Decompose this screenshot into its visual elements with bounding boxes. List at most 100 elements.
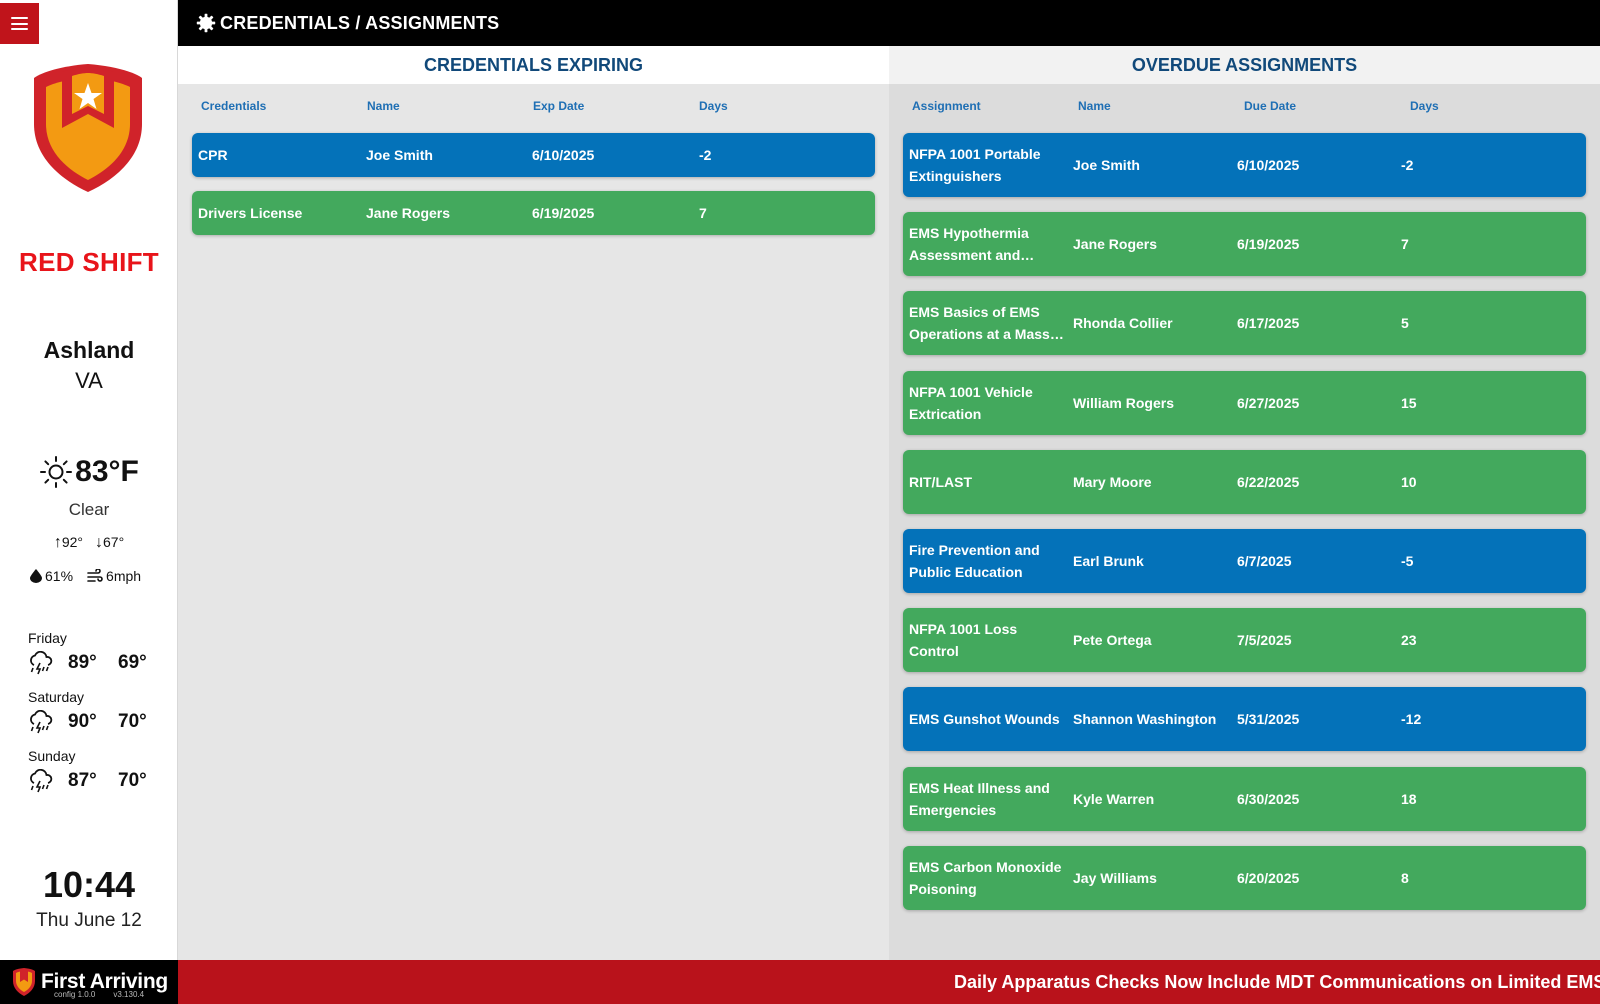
column-header: Days — [1410, 99, 1439, 113]
days-value: 10 — [1401, 473, 1417, 490]
due-date: 6/7/2025 — [1237, 553, 1292, 569]
forecast-day: Friday 89° 69° — [28, 630, 178, 675]
thunderstorm-icon — [30, 769, 53, 793]
assignment-row[interactable]: RIT/LAST Mary Moore 6/22/2025 10 — [903, 449, 1586, 514]
menu-button[interactable] — [0, 3, 39, 44]
droplet-icon — [30, 569, 42, 583]
forecast-high: 90° — [68, 711, 97, 732]
expiration-date: 6/10/2025 — [532, 147, 595, 163]
assignments-panel: OVERDUE ASSIGNMENTS Assignment Name Due … — [889, 46, 1600, 960]
due-date: 6/19/2025 — [1237, 236, 1300, 253]
due-date: 6/27/2025 — [1237, 394, 1300, 411]
days-value: -2 — [699, 147, 712, 163]
assignment-name: EMS Basics of EMS Operations at a Mass… — [909, 304, 1064, 343]
credentials-title: CREDENTIALS EXPIRING — [178, 46, 889, 84]
days-value: 7 — [1401, 236, 1409, 253]
credential-row[interactable]: Drivers License Jane Rogers 6/19/2025 7 — [192, 191, 875, 235]
humidity-wind: 61% 6mph — [30, 568, 170, 584]
days-value: -5 — [1401, 553, 1414, 569]
sun-icon — [40, 456, 73, 488]
credential-row[interactable]: CPR Joe Smith 6/10/2025 -2 — [192, 133, 875, 177]
forecast-day: Sunday 87° 70° — [28, 748, 178, 793]
person-name: Shannon Washington — [1073, 711, 1217, 728]
assignment-row[interactable]: EMS Gunshot Wounds Shannon Washington 5/31… — [903, 687, 1586, 752]
column-header: Name — [1078, 99, 1111, 113]
news-ticker-bar: Daily Apparatus Checks Now Include MDT C… — [0, 960, 1600, 1004]
top-bar: CREDENTIALS / ASSIGNMENTS — [178, 0, 1600, 46]
days-value: 18 — [1401, 790, 1417, 807]
forecast-high: 87° — [68, 770, 97, 791]
assignment-row[interactable]: NFPA 1001 Portable Extinguishers Joe Smit… — [903, 133, 1586, 197]
assignment-name: NFPA 1001 Portable Extinguishers — [909, 146, 1041, 184]
column-header: Assignment — [912, 99, 981, 113]
days-value: 8 — [1401, 869, 1409, 886]
assignment-name: EMS Carbon Monoxide Poisoning — [909, 858, 1062, 897]
due-date: 6/22/2025 — [1237, 473, 1300, 490]
shift-name: RED SHIFT — [19, 247, 159, 277]
hamburger-icon — [11, 17, 28, 30]
wind-icon — [87, 569, 103, 582]
days-value: 23 — [1401, 632, 1417, 649]
person-name: Kyle Warren — [1073, 790, 1155, 807]
due-date: 6/17/2025 — [1237, 315, 1300, 332]
clock-date: Thu June 12 — [36, 910, 142, 931]
low-temp: 67° — [103, 534, 125, 550]
forecast-day: Saturday 90° 70° — [28, 689, 178, 734]
assignment-row[interactable]: EMS Hypothermia Assessment and… Jane Roge… — [903, 212, 1586, 277]
shield-star-logo-icon — [34, 64, 142, 192]
high-temp-group: ↑92° — [54, 534, 83, 552]
assignment-name: NFPA 1001 Vehicle Extrication — [909, 383, 1033, 422]
page-title: CREDENTIALS / ASSIGNMENTS — [220, 12, 500, 33]
person-name: Jane Rogers — [366, 205, 451, 221]
person-name: Mary Moore — [1073, 473, 1152, 490]
humidity-group: 61% — [30, 568, 73, 584]
thunderstorm-icon — [30, 710, 53, 734]
column-header: Days — [699, 99, 728, 113]
assignment-name: EMS Heat Illness and Emergencies — [909, 779, 1050, 818]
gear-icon — [196, 13, 216, 33]
thunderstorm-icon — [30, 651, 53, 675]
forecast-low: 69° — [118, 652, 147, 673]
assignment-name: RIT/LAST — [909, 473, 972, 490]
low-temp-group: ↓67° — [95, 534, 124, 552]
assignment-name: EMS Gunshot Wounds — [909, 711, 1060, 728]
current-weather: 83°F — [0, 455, 178, 489]
column-header: Exp Date — [533, 99, 585, 113]
person-name: Rhonda Collier — [1073, 315, 1173, 332]
assignment-row[interactable]: NFPA 1001 Loss Control Pete Ortega 7/5/202… — [903, 608, 1586, 673]
forecast-low: 70° — [118, 770, 147, 791]
high-low: ↑92° ↓67° — [0, 534, 178, 552]
assignment-row[interactable]: EMS Heat Illness and Emergencies Kyle War… — [903, 766, 1586, 831]
person-name: William Rogers — [1073, 394, 1175, 411]
current-temperature: 83°F — [75, 455, 139, 488]
high-temp: 92° — [61, 534, 83, 550]
brand-name: First Arriving — [41, 970, 168, 993]
weather-condition: Clear — [68, 500, 110, 519]
days-value: -12 — [1401, 711, 1422, 728]
news-ticker: Daily Apparatus Checks Now Include MDT C… — [954, 971, 1600, 992]
days-value: 15 — [1401, 394, 1417, 411]
shield-logo-icon — [13, 968, 35, 996]
column-header: Name — [367, 99, 400, 113]
state-name: VA — [75, 368, 103, 393]
expiration-date: 6/19/2025 — [532, 205, 595, 221]
person-name: Joe Smith — [1073, 157, 1140, 173]
due-date: 6/10/2025 — [1237, 157, 1300, 173]
assignment-row[interactable]: EMS Basics of EMS Operations at a Mass… R… — [903, 291, 1586, 356]
sidebar: RED SHIFT Ashland VA 83°F Clear ↑92° ↓67… — [0, 0, 178, 960]
person-name: Pete Ortega — [1073, 632, 1152, 649]
city-name: Ashland — [43, 337, 135, 363]
assignments-title: OVERDUE ASSIGNMENTS — [889, 46, 1600, 84]
credential-name: CPR — [198, 147, 228, 163]
app-version: v3.130.4 — [113, 990, 145, 999]
assignment-row[interactable]: EMS Carbon Monoxide Poisoning Jay William… — [903, 845, 1586, 910]
assignment-row[interactable]: NFPA 1001 Vehicle Extrication William Rog… — [903, 370, 1586, 435]
wind-value: 6mph — [106, 568, 142, 584]
days-value: 5 — [1401, 315, 1409, 332]
due-date: 6/30/2025 — [1237, 790, 1300, 807]
assignment-row[interactable]: Fire Prevention and Public Education Earl… — [903, 529, 1586, 593]
credentials-panel: CREDENTIALS EXPIRING Credentials Name Ex… — [178, 46, 889, 960]
forecast-day-name: Saturday — [28, 689, 85, 705]
column-header: Credentials — [201, 99, 267, 113]
days-value: 7 — [699, 205, 707, 221]
